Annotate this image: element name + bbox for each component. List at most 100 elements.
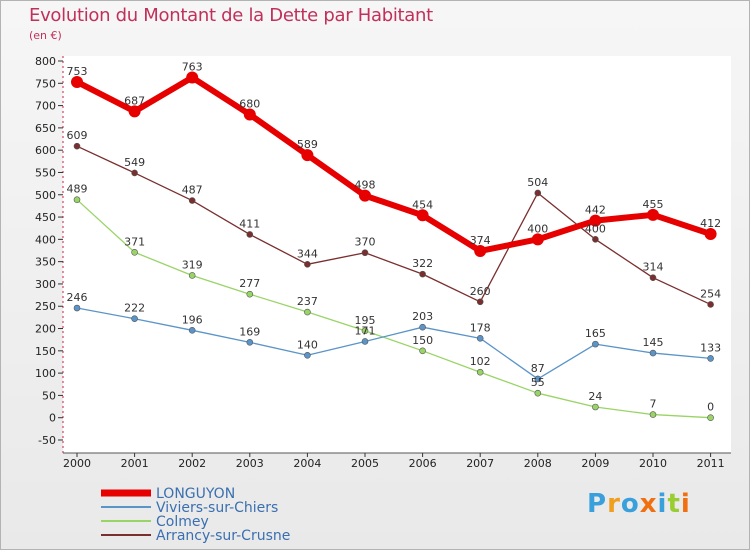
series-line-longuyon: [75, 74, 712, 254]
data-label-colmey: 7: [650, 398, 657, 411]
data-label-viviers-sur-chiers: 145: [643, 336, 664, 349]
data-label-arrancy-sur-crusne: 344: [297, 247, 318, 260]
y-tick-label: 150: [35, 345, 56, 358]
data-label-arrancy-sur-crusne: 400: [585, 222, 606, 235]
data-label-viviers-sur-chiers: 171: [355, 324, 376, 337]
data-point-viviers-sur-chiers: [419, 323, 426, 331]
data-point-colmey: [534, 389, 542, 397]
data-point-viviers-sur-chiers: [304, 351, 311, 359]
data-point-viviers-sur-chiers: [476, 335, 484, 342]
x-tick-label: 2003: [236, 457, 264, 470]
data-point-longuyon: [589, 214, 602, 227]
data-label-arrancy-sur-crusne: 609: [67, 129, 88, 142]
data-point-longuyon: [474, 244, 487, 257]
y-tick-label: 650: [35, 122, 56, 135]
y-tick-label: 250: [35, 300, 56, 313]
y-tick-label: 550: [35, 166, 56, 179]
data-point-colmey: [476, 368, 484, 376]
data-point-arrancy-sur-crusne: [419, 270, 426, 278]
x-tick-label: 2007: [466, 457, 494, 470]
chart-title: Evolution du Montant de la Dette par Hab…: [29, 5, 433, 26]
data-label-longuyon: 763: [182, 60, 203, 73]
data-label-colmey: 24: [588, 390, 602, 403]
data-label-colmey: 489: [67, 183, 88, 196]
legend-label-colmey: Colmey: [156, 514, 209, 530]
data-label-viviers-sur-chiers: 196: [182, 313, 203, 326]
y-tick-label: 450: [35, 211, 56, 224]
data-label-longuyon: 680: [239, 98, 260, 111]
x-tick-label: 2006: [409, 457, 437, 470]
series-line-arrancy-sur-crusne: [76, 145, 711, 306]
data-label-longuyon: 442: [585, 204, 606, 217]
data-point-arrancy-sur-crusne: [361, 249, 369, 257]
data-label-arrancy-sur-crusne: 322: [412, 257, 433, 270]
data-point-viviers-sur-chiers: [361, 338, 369, 345]
data-label-viviers-sur-chiers: 203: [412, 310, 433, 323]
data-label-longuyon: 412: [700, 217, 721, 230]
data-point-viviers-sur-chiers: [707, 355, 714, 362]
data-label-viviers-sur-chiers: 87: [531, 362, 545, 375]
data-point-viviers-sur-chiers: [246, 339, 254, 346]
data-point-longuyon: [301, 149, 314, 162]
data-label-colmey: 102: [470, 355, 491, 368]
y-tick-label: 700: [35, 100, 56, 113]
y-tick-label: 600: [35, 144, 56, 157]
data-point-colmey: [649, 411, 657, 418]
data-point-viviers-sur-chiers: [131, 315, 138, 323]
proxiti-logo: Proxiti: [587, 489, 691, 519]
data-label-longuyon: 498: [355, 179, 376, 192]
data-point-colmey: [73, 196, 81, 203]
data-label-viviers-sur-chiers: 178: [470, 321, 491, 334]
data-label-longuyon: 454: [412, 198, 433, 211]
y-tick-label: 300: [35, 278, 56, 291]
data-point-colmey: [707, 414, 714, 422]
legend-label-arrancy-sur-crusne: Arrancy-sur-Crusne: [156, 528, 290, 544]
data-label-arrancy-sur-crusne: 370: [355, 236, 376, 249]
data-label-arrancy-sur-crusne: 504: [527, 176, 548, 189]
data-label-arrancy-sur-crusne: 487: [182, 184, 203, 197]
data-label-colmey: 150: [412, 334, 433, 347]
data-label-viviers-sur-chiers: 222: [124, 302, 145, 315]
x-tick-label: 2000: [63, 457, 91, 470]
data-label-arrancy-sur-crusne: 314: [643, 261, 664, 274]
x-tick-label: 2010: [639, 457, 667, 470]
data-label-longuyon: 753: [67, 65, 88, 78]
data-point-colmey: [246, 290, 254, 298]
data-label-colmey: 237: [297, 295, 318, 308]
data-point-viviers-sur-chiers: [592, 340, 599, 348]
data-point-longuyon: [243, 108, 256, 121]
data-label-colmey: 371: [124, 235, 145, 248]
data-point-colmey: [304, 308, 311, 316]
data-label-colmey: 55: [531, 376, 545, 389]
data-label-colmey: 195: [355, 314, 376, 327]
data-label-arrancy-sur-crusne: 260: [470, 285, 491, 298]
data-point-viviers-sur-chiers: [649, 349, 657, 357]
series-line-viviers-sur-chiers: [76, 307, 711, 380]
data-point-arrancy-sur-crusne: [188, 197, 196, 204]
x-tick-label: 2008: [524, 457, 552, 470]
legend-label-viviers-sur-chiers: Viviers-sur-Chiers: [156, 500, 278, 516]
data-point-longuyon: [647, 208, 659, 221]
data-label-colmey: 0: [707, 401, 714, 414]
y-tick-label: 800: [35, 55, 56, 68]
data-label-viviers-sur-chiers: 165: [585, 327, 606, 340]
data-point-longuyon: [531, 233, 544, 246]
data-point-colmey: [361, 327, 369, 335]
data-point-longuyon: [416, 209, 429, 222]
data-point-viviers-sur-chiers: [534, 375, 542, 383]
data-label-longuyon: 687: [124, 94, 145, 107]
data-label-viviers-sur-chiers: 246: [67, 291, 88, 304]
data-label-longuyon: 374: [470, 234, 491, 247]
data-label-longuyon: 455: [643, 198, 664, 211]
data-point-longuyon: [186, 71, 199, 84]
data-label-colmey: 277: [239, 277, 260, 290]
data-point-longuyon: [71, 75, 83, 88]
y-tick-label: 100: [35, 367, 56, 380]
data-point-arrancy-sur-crusne: [246, 231, 254, 238]
data-point-colmey: [131, 248, 138, 256]
y-tick-label: 0: [49, 412, 56, 425]
x-tick-label: 2011: [697, 457, 725, 470]
data-point-viviers-sur-chiers: [188, 327, 196, 334]
data-point-arrancy-sur-crusne: [707, 301, 714, 308]
